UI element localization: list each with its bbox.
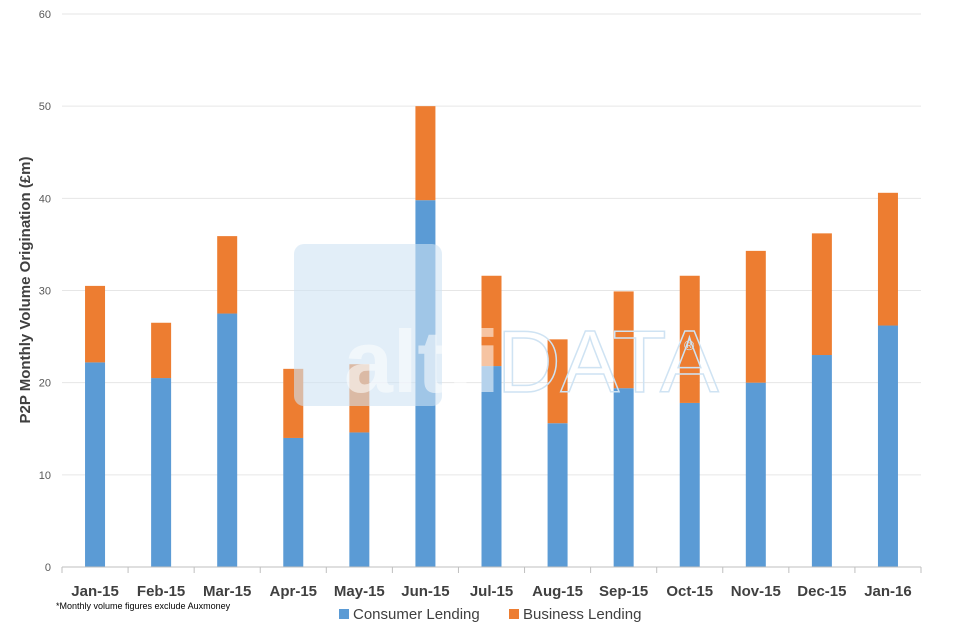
y-tick-label: 20 bbox=[39, 378, 51, 390]
bar-business-lending bbox=[85, 285, 106, 363]
bar-consumer-lending bbox=[613, 388, 634, 567]
x-tick-label: Dec-15 bbox=[797, 583, 846, 600]
y-axis-title: P2P Monthly Volume Origination (£m) bbox=[17, 157, 34, 424]
y-axis-ticks: 0 10 20 30 40 50 60 bbox=[39, 9, 51, 574]
y-tick-label: 0 bbox=[45, 562, 51, 574]
x-tick-label: Nov-15 bbox=[731, 583, 781, 600]
x-tick-label: Feb-15 bbox=[137, 583, 185, 600]
bar-consumer-lending bbox=[217, 313, 238, 567]
x-tick-label: Jan-15 bbox=[71, 583, 119, 600]
x-tick-label: Jan-16 bbox=[864, 583, 912, 600]
bar-business-lending bbox=[481, 275, 502, 367]
y-tick-label: 30 bbox=[39, 286, 51, 298]
x-tick-label: Mar-15 bbox=[203, 583, 251, 600]
bar-consumer-lending bbox=[745, 382, 766, 567]
watermark-box bbox=[294, 244, 442, 406]
bar-business-lending bbox=[877, 192, 898, 326]
bar-consumer-lending bbox=[547, 423, 568, 567]
watermark-registered-symbol: ® bbox=[684, 337, 695, 353]
bar-consumer-lending bbox=[877, 325, 898, 567]
bar-business-lending bbox=[679, 275, 700, 403]
legend: Consumer Lending Business Lending bbox=[339, 606, 641, 623]
bar-business-lending bbox=[217, 236, 238, 314]
footnote: *Monthly volume figures exclude Auxmoney bbox=[56, 601, 231, 611]
x-tick-label: Jul-15 bbox=[470, 583, 513, 600]
bar-business-lending bbox=[415, 106, 436, 201]
y-tick-label: 40 bbox=[39, 193, 51, 205]
bar-business-lending bbox=[547, 339, 568, 424]
bar-consumer-lending bbox=[481, 366, 502, 567]
legend-label-consumer: Consumer Lending bbox=[353, 606, 480, 623]
x-tick-label: Sep-15 bbox=[599, 583, 648, 600]
x-tick-label: Jun-15 bbox=[401, 583, 449, 600]
bar-business-lending bbox=[745, 250, 766, 383]
y-tick-label: 60 bbox=[39, 9, 51, 21]
bar-consumer-lending bbox=[283, 437, 304, 567]
bar-consumer-lending bbox=[85, 362, 106, 567]
watermark-text-alt: alt bbox=[344, 312, 447, 411]
x-axis-labels: Jan-15 Feb-15 Mar-15 Apr-15 May-15 Jun-15 Jul-… bbox=[71, 583, 911, 600]
legend-swatch-business bbox=[509, 609, 519, 619]
legend-swatch-consumer bbox=[339, 609, 349, 619]
bar-consumer-lending bbox=[811, 355, 832, 567]
x-tick-label: Aug-15 bbox=[532, 583, 583, 600]
watermark-text-fi: fi bbox=[446, 312, 500, 411]
watermark-text-data: DATA bbox=[497, 312, 719, 411]
x-tick-label: Apr-15 bbox=[270, 583, 318, 600]
bar-consumer-lending bbox=[151, 378, 172, 567]
y-tick-label: 10 bbox=[39, 470, 51, 482]
bar-consumer-lending bbox=[349, 432, 370, 567]
x-tick-label: Oct-15 bbox=[666, 583, 713, 600]
bar-business-lending bbox=[151, 322, 172, 379]
bar-business-lending bbox=[811, 233, 832, 356]
watermark: alt fi DATA ® bbox=[294, 244, 720, 412]
x-tick-label: May-15 bbox=[334, 583, 385, 600]
bar-consumer-lending bbox=[679, 402, 700, 567]
x-axis-ticks bbox=[61, 567, 922, 573]
bar-business-lending bbox=[613, 291, 634, 389]
y-tick-label: 50 bbox=[39, 101, 51, 113]
legend-label-business: Business Lending bbox=[523, 606, 641, 623]
